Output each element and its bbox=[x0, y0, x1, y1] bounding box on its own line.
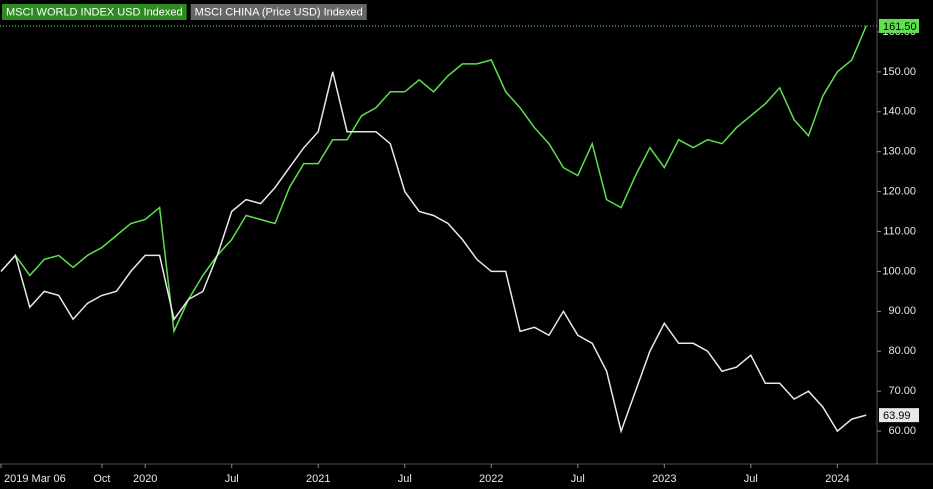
x-tick-label: Jul bbox=[744, 473, 758, 485]
y-tick-label: 60.00 bbox=[888, 425, 916, 437]
y-tick-label: 130.00 bbox=[882, 146, 916, 158]
y-tick-label: 90.00 bbox=[888, 305, 916, 317]
x-tick-label: 2021 bbox=[306, 473, 330, 485]
value-label-box bbox=[879, 408, 919, 423]
y-tick-label: 70.00 bbox=[888, 385, 916, 397]
x-tick-label: Oct bbox=[93, 473, 110, 485]
legend-label: MSCI WORLD INDEX USD Indexed bbox=[6, 6, 183, 18]
y-tick-label: 80.00 bbox=[888, 345, 916, 357]
y-tick-label: 150.00 bbox=[882, 66, 916, 78]
x-tick-label: Jul bbox=[571, 473, 585, 485]
series-line bbox=[0, 25, 867, 335]
y-tick-label: 100.00 bbox=[882, 265, 916, 277]
x-tick-label: 2023 bbox=[652, 473, 676, 485]
legend-box bbox=[190, 4, 367, 20]
y-tick-label: 120.00 bbox=[882, 185, 916, 197]
value-label: 63.99 bbox=[883, 410, 911, 422]
legend-label: MSCI CHINA (Price USD) Indexed bbox=[195, 6, 363, 18]
series-line bbox=[0, 71, 867, 434]
x-tick-label: 2020 bbox=[133, 473, 157, 485]
x-tick-label: Jul bbox=[225, 473, 239, 485]
value-label-box bbox=[879, 18, 919, 33]
x-tick-label: 2022 bbox=[479, 473, 503, 485]
value-label: 161.50 bbox=[883, 21, 917, 33]
y-tick-label: 110.00 bbox=[883, 225, 916, 237]
x-tick-label: 2024 bbox=[825, 473, 849, 485]
y-tick-label: 140.00 bbox=[882, 106, 916, 118]
x-tick-label: Jul bbox=[398, 473, 412, 485]
legend-box bbox=[2, 4, 187, 20]
x-tick-label: 2019 Mar 06 bbox=[4, 473, 66, 485]
